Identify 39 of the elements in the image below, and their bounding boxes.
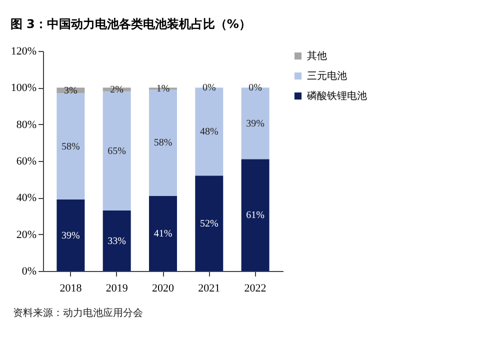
data-label: 3% xyxy=(64,85,78,96)
x-tick-label: 2021 xyxy=(198,282,220,294)
data-label: 52% xyxy=(200,218,218,230)
chart-title: 图 3：中国动力电池各类电池装机占比（%） xyxy=(10,17,251,31)
y-tick-label: 100% xyxy=(10,82,36,94)
bar xyxy=(56,93,85,200)
y-tick-label: 120% xyxy=(10,46,36,58)
data-label: 48% xyxy=(200,126,218,138)
x-tick-label: 2018 xyxy=(60,282,82,294)
data-label: 58% xyxy=(62,141,80,152)
bar xyxy=(102,210,131,271)
data-label: 1% xyxy=(156,84,170,95)
legend-label: 磷酸铁锂电池 xyxy=(306,90,367,102)
x-tick-label: 2020 xyxy=(152,282,174,294)
data-label: 65% xyxy=(108,146,126,157)
legend-label: 三元电池 xyxy=(307,70,347,82)
bar xyxy=(241,159,270,271)
data-label: 61% xyxy=(246,210,264,222)
text: 资料来源：动力电池应用分会 xyxy=(13,307,143,319)
data-label: 0% xyxy=(202,82,216,94)
bar xyxy=(149,196,177,271)
y-tick-label: 80% xyxy=(16,118,36,131)
data-label: 33% xyxy=(108,236,126,247)
bar xyxy=(102,91,131,210)
data-label: 39% xyxy=(246,118,264,130)
y-tick-label: 60% xyxy=(16,156,36,168)
bar xyxy=(56,200,85,271)
data-label: 2% xyxy=(110,84,124,96)
x-tick-label: 2022 xyxy=(244,282,266,294)
bar xyxy=(195,176,224,271)
y-tick-label: 20% xyxy=(16,228,36,241)
data-label: 41% xyxy=(154,228,172,240)
legend-label: 其他 xyxy=(307,50,327,62)
data-label: 58% xyxy=(154,138,172,149)
y-tick-label: 0% xyxy=(22,266,36,278)
data-label: 0% xyxy=(248,82,262,94)
y-tick-label: 40% xyxy=(16,192,36,204)
x-tick-label: 2019 xyxy=(106,282,128,294)
data-label: 39% xyxy=(62,230,80,242)
